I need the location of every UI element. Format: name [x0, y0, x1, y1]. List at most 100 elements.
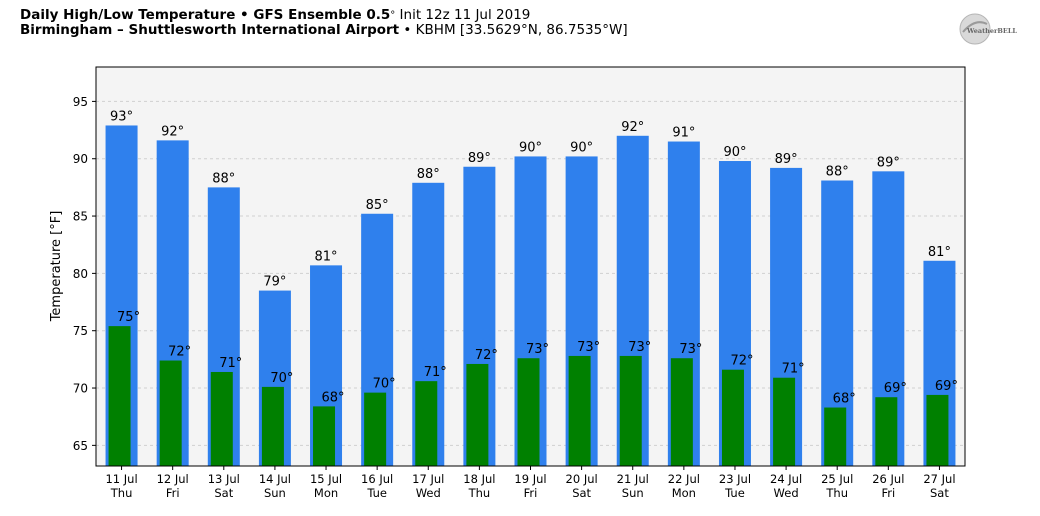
high-label: 92° [161, 124, 184, 139]
high-label: 90° [723, 145, 746, 160]
x-tick-date: 16 Jul [361, 472, 393, 486]
x-tick-day: Tue [724, 486, 745, 500]
low-label: 68° [833, 392, 856, 407]
bar-low [670, 358, 693, 466]
x-tick-date: 17 Jul [412, 472, 444, 486]
title-init: Init 12z 11 Jul 2019 [395, 7, 531, 23]
high-label: 85° [366, 198, 389, 213]
x-tick-day: Wed [774, 486, 799, 500]
bar-low [517, 358, 540, 466]
x-tick-day: Sun [264, 486, 286, 500]
x-tick-day: Sat [572, 486, 591, 500]
x-tick-date: 11 Jul [105, 472, 137, 486]
x-tick-date: 22 Jul [668, 472, 700, 486]
bar-low [773, 377, 796, 466]
low-label: 73° [526, 342, 549, 357]
bar-low [210, 371, 233, 466]
low-label: 72° [475, 348, 498, 363]
x-tick-date: 18 Jul [463, 472, 495, 486]
low-label: 73° [679, 342, 702, 357]
x-tick-day: Fri [524, 486, 538, 500]
high-label: 89° [877, 155, 900, 170]
x-tick-date: 21 Jul [617, 472, 649, 486]
x-tick-day: Thu [825, 486, 848, 500]
chart-header: Daily High/Low Temperature • GFS Ensembl… [20, 8, 628, 38]
bar-low [568, 355, 591, 466]
y-tick-label: 70 [73, 382, 88, 396]
high-label: 79° [263, 275, 286, 290]
low-label: 71° [424, 365, 447, 380]
x-tick-day: Sat [930, 486, 949, 500]
low-label: 73° [628, 340, 651, 355]
low-label: 73° [577, 340, 600, 355]
title-line: Daily High/Low Temperature • GFS Ensembl… [20, 8, 628, 23]
high-label: 90° [570, 140, 593, 155]
high-label: 88° [826, 165, 849, 180]
x-tick-day: Wed [416, 486, 441, 500]
low-label: 69° [935, 379, 958, 394]
x-tick-day: Thu [110, 486, 133, 500]
location-name: Birmingham – Shuttlesworth International… [20, 22, 400, 38]
x-tick-day: Mon [314, 486, 338, 500]
y-tick-label: 95 [73, 95, 88, 109]
logo-text: WeatherBELL [966, 27, 1017, 35]
plot-frame [95, 66, 966, 467]
x-tick-day: Fri [881, 486, 895, 500]
y-tick-label: 90 [73, 152, 88, 166]
y-tick-label: 85 [73, 210, 88, 224]
weatherbell-logo: WeatherBELL [959, 13, 1017, 45]
y-axis-label: Temperature [°F] [49, 211, 64, 323]
high-label: 81° [928, 245, 951, 260]
low-label: 71° [219, 356, 242, 371]
x-tick-date: 19 Jul [514, 472, 546, 486]
bar-low [619, 355, 642, 466]
y-tick-label: 75 [73, 324, 88, 338]
location-line: Birmingham – Shuttlesworth International… [20, 23, 628, 38]
x-tick-day: Tue [366, 486, 387, 500]
x-tick-date: 14 Jul [259, 472, 291, 486]
y-tick-label: 65 [73, 439, 88, 453]
high-label: 89° [775, 152, 798, 167]
high-label: 90° [519, 140, 542, 155]
bar-low [364, 392, 387, 466]
high-label: 81° [315, 249, 338, 264]
bar-low [108, 326, 131, 466]
x-tick-date: 23 Jul [719, 472, 751, 486]
high-label: 91° [672, 126, 695, 141]
y-tick-label: 80 [73, 267, 88, 281]
x-tick-date: 26 Jul [872, 472, 904, 486]
high-label: 93° [110, 109, 133, 124]
bar-low [261, 386, 284, 466]
low-label: 72° [730, 354, 753, 369]
x-tick-day: Sat [214, 486, 233, 500]
bar-low [875, 397, 898, 466]
location-coords: • KBHM [33.5629°N, 86.7535°W] [399, 22, 628, 38]
x-tick-date: 24 Jul [770, 472, 802, 486]
x-tick-day: Mon [672, 486, 696, 500]
low-label: 72° [168, 345, 191, 360]
high-label: 92° [621, 120, 644, 135]
low-label: 68° [322, 390, 345, 405]
low-label: 70° [270, 371, 293, 386]
x-tick-date: 13 Jul [208, 472, 240, 486]
x-tick-day: Fri [166, 486, 180, 500]
low-label: 75° [117, 310, 140, 325]
low-label: 70° [373, 377, 396, 392]
bar-low [466, 363, 489, 466]
title-degree: ° [390, 10, 396, 21]
bar-low [824, 407, 847, 466]
bar-low [313, 406, 336, 466]
x-tick-date: 12 Jul [157, 472, 189, 486]
x-tick-date: 25 Jul [821, 472, 853, 486]
x-tick-date: 27 Jul [923, 472, 955, 486]
bar-low [159, 360, 182, 466]
high-label: 89° [468, 151, 491, 166]
x-tick-day: Sun [622, 486, 644, 500]
x-tick-day: Thu [468, 486, 491, 500]
x-tick-date: 20 Jul [566, 472, 598, 486]
x-tick-date: 15 Jul [310, 472, 342, 486]
bar-low [926, 394, 949, 466]
title-bold: Daily High/Low Temperature • GFS Ensembl… [20, 7, 391, 23]
bar-low [415, 381, 438, 466]
